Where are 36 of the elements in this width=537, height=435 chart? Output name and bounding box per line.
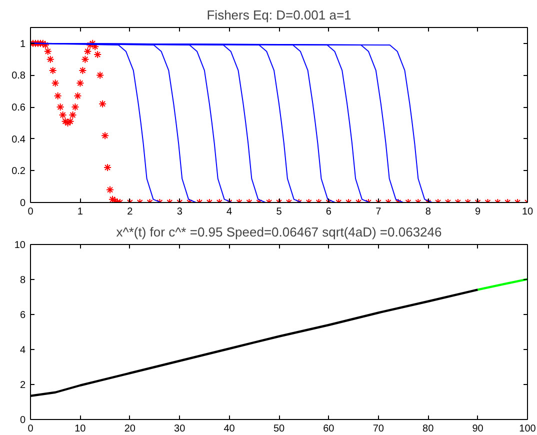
x-tick-label: 80 (422, 424, 434, 434)
x-tick-label: 9 (475, 206, 482, 218)
x-tick-label: 50 (273, 424, 285, 434)
x-tick-label: 1 (77, 206, 84, 218)
x-tick-label: 3 (176, 206, 183, 218)
x-tick-label: 2 (127, 206, 134, 218)
y-tick-label: 1 (20, 38, 26, 50)
x-tick-label: 8 (425, 206, 432, 218)
x-tick-label: 5 (276, 206, 282, 218)
y-tick-label: 0.2 (12, 166, 26, 178)
x-tick-label: 40 (224, 424, 236, 434)
y-tick-label: 4 (20, 345, 26, 356)
y-tick-label: 6 (20, 310, 26, 321)
x-tick-label: 6 (326, 206, 332, 218)
y-tick-label: 0.4 (12, 134, 26, 146)
x-tick-label: 20 (124, 424, 136, 434)
x-tick-label: 10 (74, 424, 86, 434)
y-tick-label: 0.8 (12, 70, 26, 82)
y-tick-label: 8 (20, 275, 26, 286)
chart-title: x^*(t) for c^* =0.95 Speed=0.06467 sqrt(4aD) =0.063246 (116, 224, 442, 240)
x-tick-label: 7 (376, 206, 382, 218)
x-tick-label: 70 (372, 424, 384, 434)
x-tick-label: 90 (472, 424, 484, 434)
x-tick-label: 0 (28, 206, 34, 218)
y-tick-label: 0 (20, 415, 26, 426)
x-tick-label: 30 (174, 424, 186, 434)
x-tick-label: 4 (226, 206, 233, 218)
x-tick-label: 60 (323, 424, 335, 434)
x-tick-label: 10 (522, 206, 534, 218)
x-tick-label: 0 (28, 424, 34, 434)
y-tick-label: 0 (20, 198, 26, 209)
x-tick-label: 100 (519, 424, 536, 434)
y-tick-label: 2 (20, 380, 26, 391)
chart-title: Fishers Eq: D=0.001 a=1 (206, 8, 352, 22)
y-tick-label: 10 (14, 240, 26, 251)
y-tick-label: 0.6 (12, 102, 26, 114)
